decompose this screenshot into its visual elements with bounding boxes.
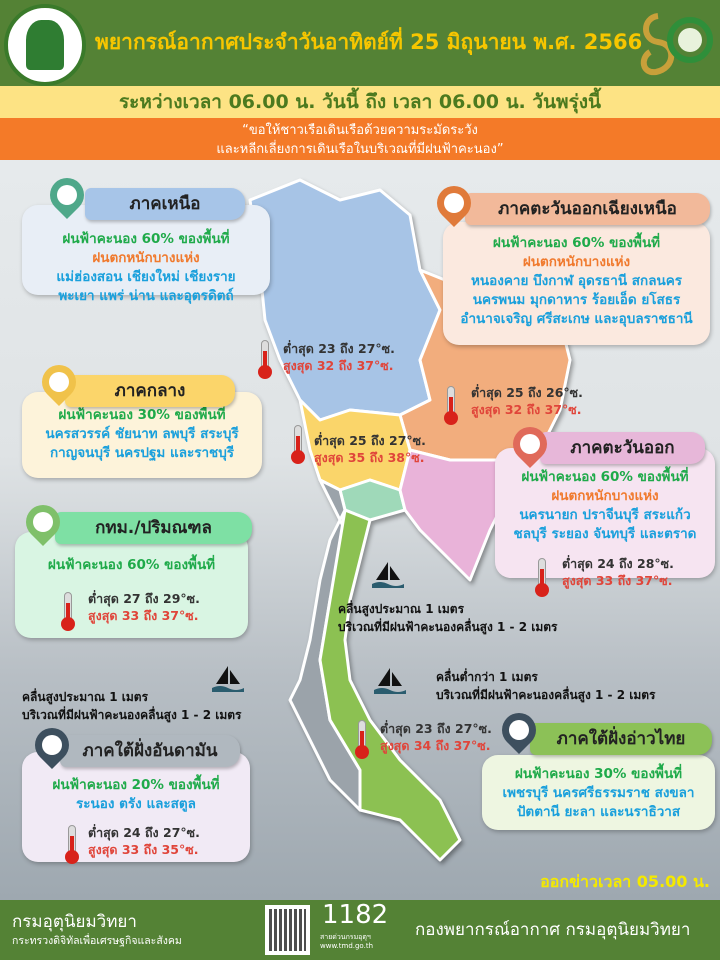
thermometer-icon (355, 720, 369, 759)
temperature-east: ต่ำสุด 24 ถึง 28°ซ. สูงสุด 33 ถึง 37°ซ. (562, 556, 674, 588)
heavy-rain: ฝนตกหนักบางแห่ง (551, 488, 659, 504)
hotline-label: สายด่วนกรมอุตุฯ (320, 933, 371, 941)
anniversary-80-logo (640, 13, 713, 76)
footer-org: กรมอุตุนิยมวิทยา (12, 912, 137, 932)
provinces: พะเยา แพร่ น่าน และอุตรดิตถ์ (58, 288, 234, 304)
thermometer-icon (258, 340, 272, 379)
temperature-central: ต่ำสุด 25 ถึง 27°ซ. สูงสุด 35 ถึง 38°ซ. (314, 433, 426, 465)
footer-ministry: กระทรวงดิจิทัลเพื่อเศรษฐกิจและสังคม (12, 935, 182, 947)
temperature-south-gulf: ต่ำสุด 23 ถึง 27°ซ. สูงสุด 34 ถึง 37°ซ. (380, 721, 492, 753)
warning-line-2: และหลีกเลี่ยงการเดินเรือในบริเวณที่มีฝนฟ… (216, 142, 504, 157)
thermometer-icon (444, 386, 458, 425)
rain-chance: ฝนฟ้าคะนอง 30% ของพื้นที่ (58, 407, 226, 423)
page-title: พยากรณ์อากาศประจำวันอาทิตย์ที่ 25 มิถุนา… (95, 30, 643, 54)
region-card-south-gulf: ฝนฟ้าคะนอง 30% ของพื้นที่ เพชรบุรี นครศร… (482, 755, 715, 830)
thermometer-icon (61, 592, 75, 631)
region-card-north: ฝนฟ้าคะนอง 60% ของพื้นที่ ฝนตกหนักบางแห่… (22, 205, 270, 304)
region-title-bangkok: กทม./ปริมณฑล (55, 512, 252, 544)
thailand-map (248, 178, 572, 862)
temperature-northeast: ต่ำสุด 25 ถึง 26°ซ. สูงสุด 32 ถึง 37°ซ. (471, 385, 583, 417)
footer-division: กองพยากรณ์อากาศ กรมอุตุนิยมวิทยา (415, 920, 691, 940)
region-title-central: ภาคกลาง (65, 375, 235, 407)
provinces: ชลบุรี ระยอง จันทบุรี และตราด (513, 526, 697, 542)
rain-chance: ฝนฟ้าคะนอง 60% ของพื้นที่ (62, 231, 230, 247)
header-bar (0, 0, 720, 86)
region-title-north: ภาคเหนือ (85, 188, 245, 220)
provinces: นครสวรรค์ ชัยนาท ลพบุรี สระบุรี (45, 426, 239, 442)
rain-chance: ฝนฟ้าคะนอง 60% ของพื้นที่ (521, 469, 689, 485)
heavy-rain: ฝนตกหนักบางแห่ง (522, 254, 631, 270)
region-title-east: ภาคตะวันออก (540, 432, 705, 464)
issued-time: ออกข่าวเวลา 05.00 น. (540, 872, 710, 891)
provinces: ระนอง ตรัง และสตูล (76, 796, 196, 812)
region-title-south-gulf: ภาคใต้ฝั่งอ่าวไทย (530, 723, 712, 755)
sailboat-icon (372, 562, 404, 588)
rain-chance: ฝนฟ้าคะนอง 60% ของพื้นที่ (492, 235, 661, 251)
temperature-south-andaman: ต่ำสุด 24 ถึง 27°ซ. สูงสุด 33 ถึง 35°ซ. (88, 825, 200, 857)
thermometer-icon (291, 425, 305, 464)
wave-info-lower-gulf: คลื่นต่ำกว่า 1 เมตร บริเวณที่มีฝนฟ้าคะนอง… (436, 670, 656, 702)
warning-line-1: “ขอให้ชาวเรือเดินเรือด้วยความระมัดระวัง (242, 123, 478, 138)
rain-chance: ฝนฟ้าคะนอง 20% ของพื้นที่ (52, 777, 220, 793)
provinces: กาญจนบุรี นครปฐม และราชบุรี (49, 445, 235, 461)
region-title-northeast: ภาคตะวันออกเฉียงเหนือ (465, 193, 710, 225)
provinces: ปัตตานี ยะลา และนราธิวาส (516, 804, 681, 820)
thermometer-icon (535, 558, 549, 597)
provinces: เพชรบุรี นครศรีธรรมราช สงขลา (502, 785, 695, 801)
provinces: อำนาจเจริญ ศรีสะเกษ และอุบลราชธานี (460, 311, 693, 327)
sailboat-icon (374, 668, 406, 694)
map-east (398, 448, 512, 582)
provinces: นครพนม มุกดาหาร ร้อยเอ็ด ยโสธร (472, 292, 681, 308)
sailboat-icon (212, 666, 244, 692)
provinces: นครนายก ปราจีนบุรี สระแก้ว (519, 507, 691, 523)
hotline-number: 1182 (322, 900, 389, 930)
region-card-south-andaman: ฝนฟ้าคะนอง 20% ของพื้นที่ ระนอง ตรัง และ… (22, 752, 250, 862)
region-card-bangkok: ฝนฟ้าคะนอง 60% ของพื้นที่ (15, 532, 248, 638)
region-card-northeast: ฝนฟ้าคะนอง 60% ของพื้นที่ ฝนตกหนักบางแห่… (443, 222, 710, 345)
map-north (248, 178, 442, 422)
tmd-logo (4, 4, 86, 86)
temperature-north: ต่ำสุด 23 ถึง 27°ซ. สูงสุด 32 ถึง 37°ซ. (283, 341, 395, 373)
qr-code[interactable] (265, 905, 310, 955)
map-south (318, 508, 462, 862)
footer: กรมอุตุนิยมวิทยา กระทรวงดิจิทัลเพื่อเศรษ… (0, 900, 720, 960)
region-card-east: ฝนฟ้าคะนอง 60% ของพื้นที่ ฝนตกหนักบางแห่… (495, 448, 715, 578)
rain-chance: ฝนฟ้าคะนอง 60% ของพื้นที่ (47, 557, 216, 573)
region-title-south-andaman: ภาคใต้ฝั่งอันดามัน (60, 735, 240, 767)
website-link[interactable]: www.tmd.go.th (320, 942, 373, 950)
provinces: หนองคาย บึงกาฬ อุดรธานี สกลนคร (471, 273, 682, 289)
provinces: แม่ฮ่องสอน เชียงใหม่ เชียงราย (56, 269, 236, 285)
rain-chance: ฝนฟ้าคะนอง 30% ของพื้นที่ (514, 766, 683, 782)
wave-info-andaman: คลื่นสูงประมาณ 1 เมตร บริเวณที่มีฝนฟ้าคะน… (22, 690, 242, 722)
thermometer-icon (65, 825, 79, 864)
heavy-rain: ฝนตกหนักบางแห่ง (92, 250, 200, 266)
wave-info-upper-gulf: คลื่นสูงประมาณ 1 เมตร บริเวณที่มีฝนฟ้าคะน… (338, 602, 558, 634)
mariner-warning: “ขอให้ชาวเรือเดินเรือด้วยความระมัดระวัง … (0, 118, 720, 160)
temperature-bangkok: ต่ำสุด 27 ถึง 29°ซ. สูงสุด 33 ถึง 37°ซ. (88, 591, 200, 623)
forecast-period: ระหว่างเวลา 06.00 น. วันนี้ ถึง เวลา 06.… (0, 86, 720, 118)
